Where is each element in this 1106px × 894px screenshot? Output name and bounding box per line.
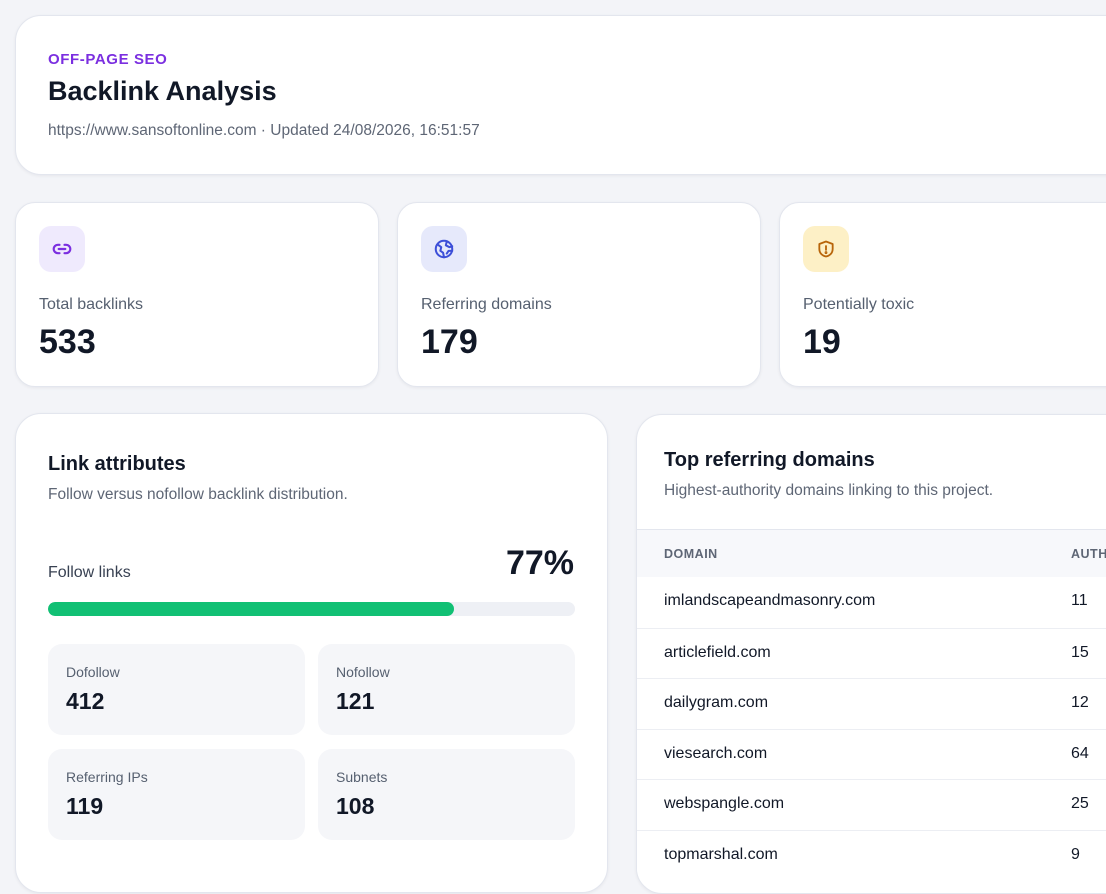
table-row[interactable]: imlandscapeandmasonry.com 11 xyxy=(637,577,1106,628)
follow-progress-fill xyxy=(48,602,454,616)
top-referring-domains-card: Top referring domains Highest-authority … xyxy=(636,414,1106,894)
column-header-authority[interactable]: AUTHORITY xyxy=(1071,547,1106,561)
follow-links-percentage: 77% xyxy=(505,544,574,582)
table-header: DOMAIN AUTHORITY xyxy=(637,530,1106,577)
metric-label: Referring IPs xyxy=(66,769,148,785)
table-row[interactable]: dailygram.com 12 xyxy=(637,678,1106,729)
stat-value: 179 xyxy=(421,323,478,361)
authority-cell: 25 xyxy=(1071,795,1089,813)
section-subtitle: Highest-authority domains linking to thi… xyxy=(664,482,994,499)
page-meta: https://www.sansoftonline.com · Updated … xyxy=(48,122,480,139)
link-attributes-card: Link attributes Follow versus nofollow b… xyxy=(15,413,608,893)
table-row[interactable]: topmarshal.com 9 xyxy=(637,829,1106,881)
metric-label: Dofollow xyxy=(66,664,120,680)
authority-cell: 11 xyxy=(1071,592,1088,609)
table-body: imlandscapeandmasonry.com 11 articlefiel… xyxy=(637,577,1106,881)
stat-label: Referring domains xyxy=(421,296,552,313)
metric-value: 108 xyxy=(336,793,375,819)
authority-cell: 15 xyxy=(1071,643,1089,661)
metric-label: Nofollow xyxy=(336,664,390,680)
stat-value: 19 xyxy=(803,323,841,361)
metric-value: 121 xyxy=(336,688,375,714)
follow-progress-track xyxy=(48,602,575,616)
table-row[interactable]: articlefield.com 15 xyxy=(637,627,1106,679)
domain-cell: viesearch.com xyxy=(664,744,768,762)
domain-cell: webspangle.com xyxy=(664,795,785,813)
stat-label: Total backlinks xyxy=(39,296,144,313)
authority-cell: 9 xyxy=(1071,845,1080,863)
authority-cell: 64 xyxy=(1071,744,1089,762)
globe-icon xyxy=(421,226,467,272)
shield-alert-icon xyxy=(803,226,849,272)
table-row[interactable]: viesearch.com 64 xyxy=(637,728,1106,780)
page-title: Backlink Analysis xyxy=(48,76,277,106)
authority-cell: 12 xyxy=(1071,694,1089,712)
domain-cell: dailygram.com xyxy=(664,694,769,712)
domains-table: DOMAIN AUTHORITY imlandscapeandmasonry.c… xyxy=(637,529,1106,881)
domain-cell: articlefield.com xyxy=(664,643,771,661)
section-eyebrow: OFF-PAGE SEO xyxy=(48,51,168,68)
stat-label: Potentially toxic xyxy=(803,296,915,313)
metric-subnets: Subnets 108 xyxy=(318,749,575,840)
metric-label: Subnets xyxy=(336,769,388,785)
domain-cell: imlandscapeandmasonry.com xyxy=(664,592,876,609)
metric-value: 119 xyxy=(66,793,104,819)
metric-nofollow: Nofollow 121 xyxy=(318,644,575,735)
column-header-domain[interactable]: DOMAIN xyxy=(664,547,718,561)
section-subtitle: Follow versus nofollow backlink distribu… xyxy=(48,486,348,503)
metric-referring-ips: Referring IPs 119 xyxy=(48,749,305,840)
table-row[interactable]: webspangle.com 25 xyxy=(637,779,1106,830)
metric-value: 412 xyxy=(66,688,105,714)
section-title: Top referring domains xyxy=(664,449,875,471)
page-header-card: OFF-PAGE SEO Backlink Analysis https://w… xyxy=(15,15,1106,175)
domain-cell: topmarshal.com xyxy=(664,845,778,863)
stat-card-referring-domains: Referring domains 179 xyxy=(397,202,761,387)
link-icon xyxy=(39,226,85,272)
follow-links-label: Follow links xyxy=(48,564,131,581)
stat-card-potentially-toxic: Potentially toxic 19 xyxy=(779,202,1106,387)
stat-value: 533 xyxy=(39,323,96,361)
stat-card-total-backlinks: Total backlinks 533 xyxy=(15,202,379,387)
section-title: Link attributes xyxy=(48,453,186,475)
metric-dofollow: Dofollow 412 xyxy=(48,644,305,735)
